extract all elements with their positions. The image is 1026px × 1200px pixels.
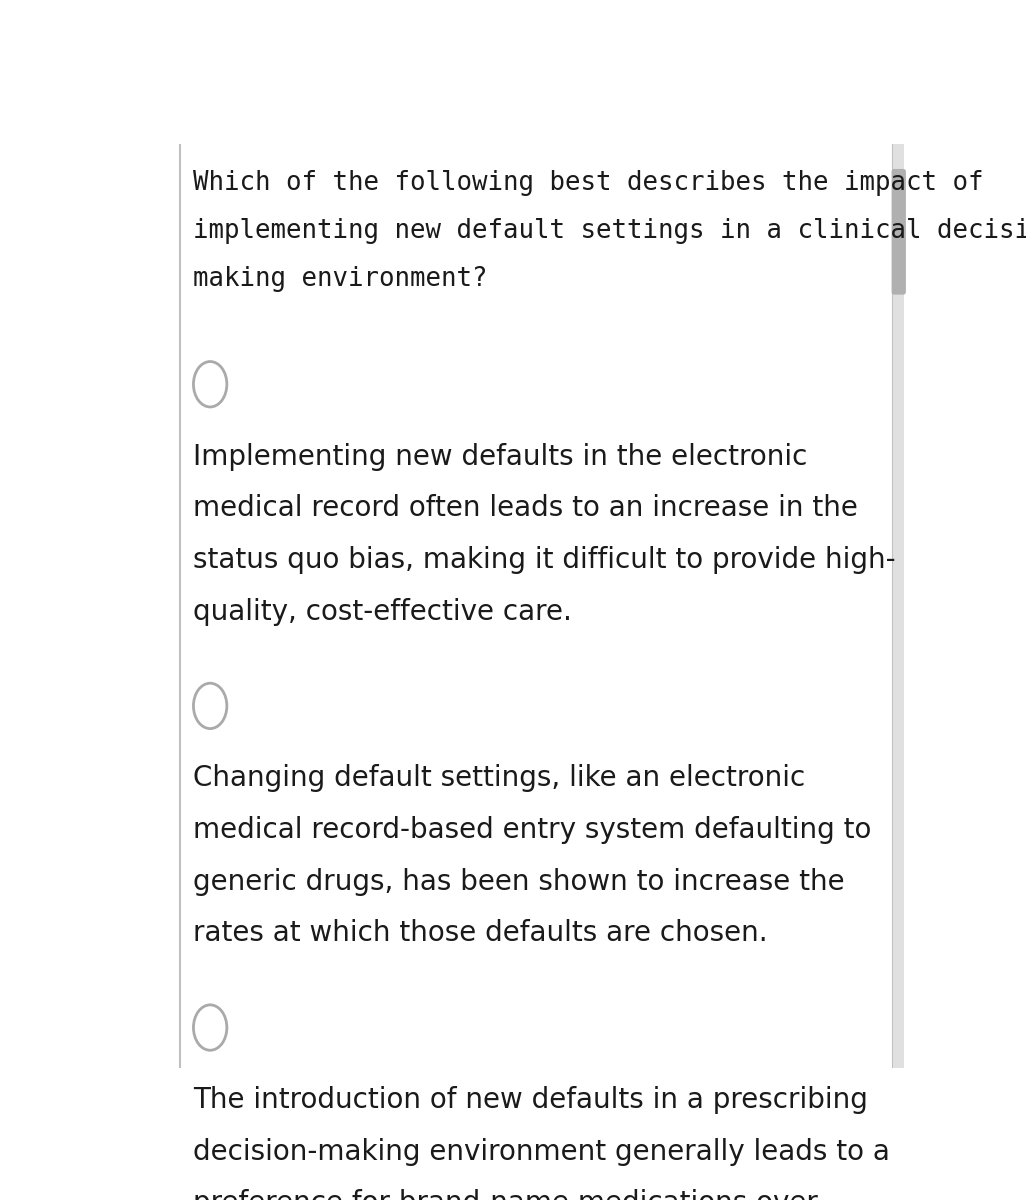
Text: status quo bias, making it difficult to provide high-: status quo bias, making it difficult to … — [194, 546, 896, 574]
Text: rates at which those defaults are chosen.: rates at which those defaults are chosen… — [194, 919, 768, 948]
Text: medical record often leads to an increase in the: medical record often leads to an increas… — [194, 494, 859, 522]
FancyBboxPatch shape — [892, 169, 906, 295]
Text: quality, cost-effective care.: quality, cost-effective care. — [194, 598, 573, 625]
Text: implementing new default settings in a clinical decision-: implementing new default settings in a c… — [194, 218, 1026, 244]
Text: The introduction of new defaults in a prescribing: The introduction of new defaults in a pr… — [194, 1086, 868, 1114]
Text: generic drugs, has been shown to increase the: generic drugs, has been shown to increas… — [194, 868, 845, 895]
Text: Implementing new defaults in the electronic: Implementing new defaults in the electro… — [194, 443, 807, 470]
Bar — [894, 144, 904, 1068]
Text: decision-making environment generally leads to a: decision-making environment generally le… — [194, 1138, 891, 1165]
Text: preference for brand-name medications over: preference for brand-name medications ov… — [194, 1189, 819, 1200]
Text: Changing default settings, like an electronic: Changing default settings, like an elect… — [194, 764, 805, 792]
Text: medical record-based entry system defaulting to: medical record-based entry system defaul… — [194, 816, 872, 844]
Text: Which of the following best describes the impact of: Which of the following best describes th… — [194, 170, 984, 196]
Text: making environment?: making environment? — [194, 266, 488, 292]
